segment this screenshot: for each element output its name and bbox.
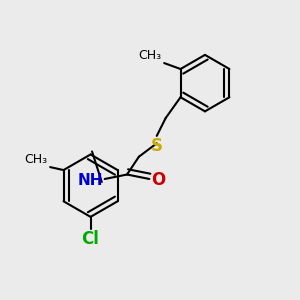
Text: S: S: [151, 137, 163, 155]
Text: O: O: [151, 172, 165, 190]
Text: NH: NH: [78, 173, 103, 188]
Text: CH₃: CH₃: [25, 153, 48, 166]
Text: CH₃: CH₃: [138, 49, 161, 62]
Text: Cl: Cl: [82, 230, 100, 248]
